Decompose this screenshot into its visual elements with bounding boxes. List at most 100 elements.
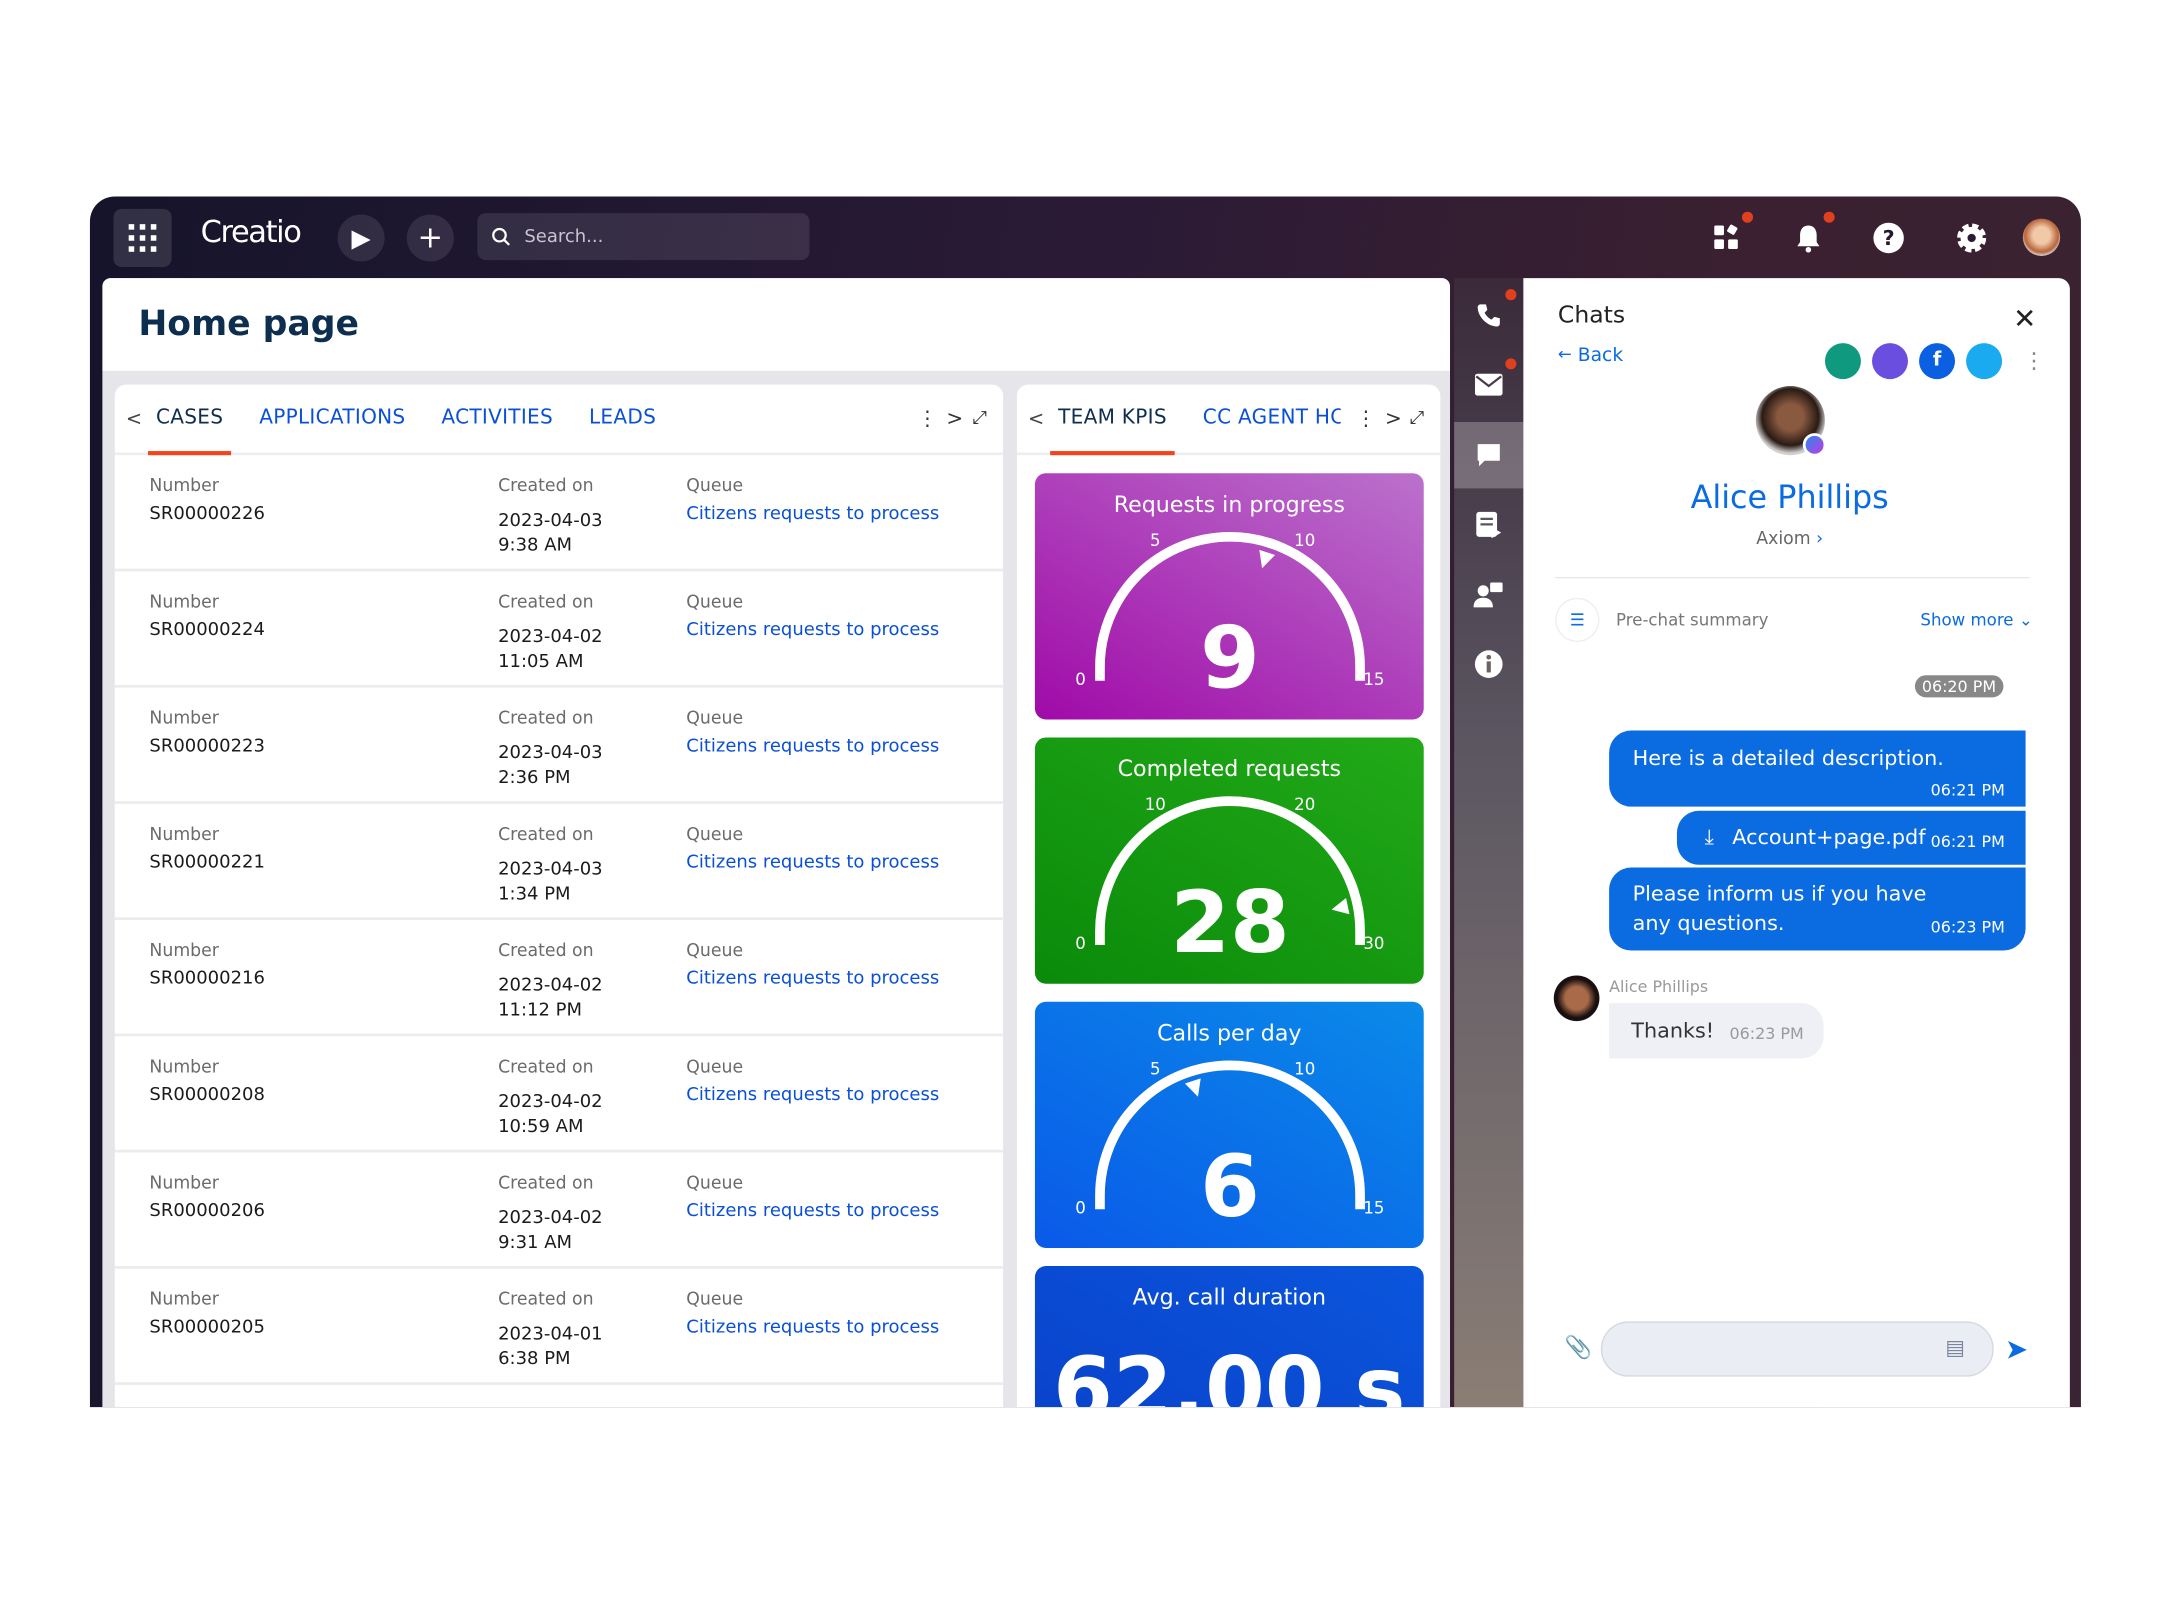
case-number[interactable]: SR00000216 <box>149 968 265 990</box>
contact-name[interactable]: Alice Phillips <box>1690 480 1889 517</box>
gauge-pointer <box>1331 898 1350 915</box>
user-avatar[interactable] <box>2022 218 2061 256</box>
kpi-value: 9 <box>1200 609 1260 709</box>
created-time: 9:38 AM <box>498 535 573 557</box>
expand-icon[interactable]: ⤢ <box>972 408 988 429</box>
tab-cases[interactable]: CASES <box>147 385 231 456</box>
gauge-tick-label: 15 <box>1363 670 1384 689</box>
kpi-tile[interactable]: Avg. call duration 62.00 s <box>1034 1265 1424 1408</box>
prechat-label: Pre-chat summary <box>1616 610 1769 630</box>
case-number[interactable]: SR00000223 <box>149 736 265 757</box>
table-row[interactable]: Number SR00000205 Created on 2023-04-01 … <box>114 1269 1004 1385</box>
expand-icon[interactable]: ⤢ <box>1409 408 1425 429</box>
chevron-left-icon[interactable]: < <box>125 407 143 430</box>
chevron-right-icon[interactable]: > <box>1384 407 1402 430</box>
arrow-left-icon: ← <box>1557 344 1572 364</box>
feed-button[interactable] <box>1454 491 1523 557</box>
help-button[interactable]: ? <box>1866 216 1910 260</box>
queue-link[interactable]: Citizens requests to process <box>686 503 940 525</box>
sender-avatar <box>1553 975 1600 1022</box>
case-number[interactable]: SR00000224 <box>149 619 265 641</box>
file-message-bubble[interactable]: ⤓ Account+page.pdf 06:21 PM <box>1676 810 2026 865</box>
messenger-badge-icon <box>1802 433 1827 457</box>
gauge-arc <box>1095 1060 1365 1210</box>
kpi-tile[interactable]: Requests in progress 0 5 10 15 9 <box>1034 473 1424 720</box>
tab-leads[interactable]: LEADS <box>588 406 657 429</box>
created-time: 11:05 AM <box>498 651 584 673</box>
queue-link[interactable]: Citizens requests to process <box>686 1317 940 1338</box>
channel-facebook-icon[interactable]: f <box>1919 343 1956 380</box>
message-input[interactable]: ▤ <box>1600 1321 1994 1377</box>
company-link[interactable]: Axiom › <box>1523 527 2056 548</box>
chevron-right-icon[interactable]: > <box>946 407 964 430</box>
table-row[interactable]: Number SR00000221 Created on 2023-04-03 … <box>114 804 1004 921</box>
queue-link[interactable]: Citizens requests to process <box>686 968 940 990</box>
show-more-link[interactable]: Show more ⌄ <box>1920 610 2032 629</box>
case-number[interactable]: SR00000205 <box>149 1317 265 1338</box>
queue-label: Queue <box>686 823 744 844</box>
table-row[interactable]: Number SR00000208 Created on 2023-04-02 … <box>114 1036 1004 1153</box>
table-row[interactable]: Number SR00000226 Created on 2023-04-03 … <box>114 455 1004 572</box>
table-row[interactable]: Number SR00000224 Created on 2023-04-02 … <box>114 571 1004 688</box>
phone-button[interactable] <box>1454 282 1523 348</box>
created-time: 2:36 PM <box>498 767 571 789</box>
queue-link[interactable]: Citizens requests to process <box>686 619 940 641</box>
more-options-icon[interactable]: ⋮ <box>2022 347 2045 374</box>
channel-search-icon[interactable] <box>1872 343 1908 380</box>
channel-telegram-icon[interactable] <box>1966 343 2003 380</box>
kpi-value: 62.00 s <box>1053 1337 1406 1408</box>
kpi-tile[interactable]: Completed requests 0 10 20 30 28 <box>1034 737 1424 984</box>
case-number[interactable]: SR00000208 <box>149 1084 265 1106</box>
table-row[interactable]: Number SR00000223 Created on 2023-04-03 … <box>114 688 1004 804</box>
run-process-button[interactable]: ▶ <box>337 214 385 262</box>
settings-button[interactable] <box>1949 216 1993 260</box>
email-button[interactable] <box>1454 351 1523 417</box>
more-options-icon[interactable]: ⋮ <box>917 407 938 430</box>
home-page: Home page < CASES APPLICATIONS ACTIVITIES L… <box>102 278 1451 1408</box>
tab-activities[interactable]: ACTIVITIES <box>441 406 553 429</box>
kpi-title: Completed requests <box>1117 755 1342 782</box>
add-button[interactable]: + <box>406 214 454 262</box>
info-button[interactable] <box>1454 631 1523 697</box>
gauge-tick-label: 10 <box>1145 795 1166 814</box>
tab-cc-agent[interactable]: CC AGENT HC <box>1202 406 1342 429</box>
more-options-icon[interactable]: ⋮ <box>1355 407 1376 430</box>
attach-icon[interactable]: 📎 <box>1564 1333 1593 1361</box>
back-link[interactable]: ← Back <box>1558 345 1623 367</box>
app-launcher-button[interactable] <box>113 208 172 268</box>
kpi-tile[interactable]: Calls per day 0 5 10 15 6 <box>1034 1001 1424 1249</box>
chat-icon <box>1477 444 1500 467</box>
apps-button[interactable] <box>1705 216 1749 260</box>
queue-link[interactable]: Citizens requests to process <box>686 736 940 757</box>
queue-link[interactable]: Citizens requests to process <box>686 1200 940 1222</box>
file-name[interactable]: Account+page.pdf <box>1732 824 1926 850</box>
channel-whatsapp-icon[interactable] <box>1824 343 1861 380</box>
chat-button[interactable] <box>1454 421 1524 489</box>
close-icon[interactable]: ✕ <box>2013 301 2037 335</box>
send-button[interactable]: ➤ <box>2004 1332 2029 1366</box>
queue-link[interactable]: Citizens requests to process <box>686 852 940 874</box>
table-row[interactable]: Number SR00000206 Created on 2023-04-02 … <box>114 1153 1004 1269</box>
created-time: 10:59 AM <box>498 1116 584 1138</box>
download-icon[interactable]: ⤓ <box>1704 824 1714 850</box>
gauge-tick-label: 0 <box>1075 670 1086 689</box>
message-bubble: Please inform us if you have any questio… <box>1609 867 2026 951</box>
gauge: 0 10 20 30 28 <box>1075 795 1384 973</box>
template-icon[interactable]: ▤ <box>1945 1335 1965 1361</box>
number-label: Number <box>149 1288 219 1309</box>
tab-applications[interactable]: APPLICATIONS <box>259 406 406 429</box>
tab-team-kpis[interactable]: TEAM KPIS <box>1049 385 1175 456</box>
case-number[interactable]: SR00000206 <box>149 1200 265 1222</box>
contacts-button[interactable] <box>1454 562 1523 628</box>
queue-link[interactable]: Citizens requests to process <box>686 1084 940 1106</box>
divider <box>1555 576 2030 579</box>
chevron-left-icon[interactable]: < <box>1028 407 1045 430</box>
created-date: 2023-04-02 <box>498 1091 603 1113</box>
notifications-button[interactable] <box>1786 216 1830 260</box>
case-number[interactable]: SR00000221 <box>149 852 265 874</box>
message-time: 06:21 PM <box>1930 780 2005 800</box>
case-number[interactable]: SR00000226 <box>149 503 265 525</box>
table-row[interactable]: Number SR00000216 Created on 2023-04-02 … <box>114 920 1004 1037</box>
number-label: Number <box>149 707 219 728</box>
search-input[interactable]: Search... <box>477 213 810 261</box>
